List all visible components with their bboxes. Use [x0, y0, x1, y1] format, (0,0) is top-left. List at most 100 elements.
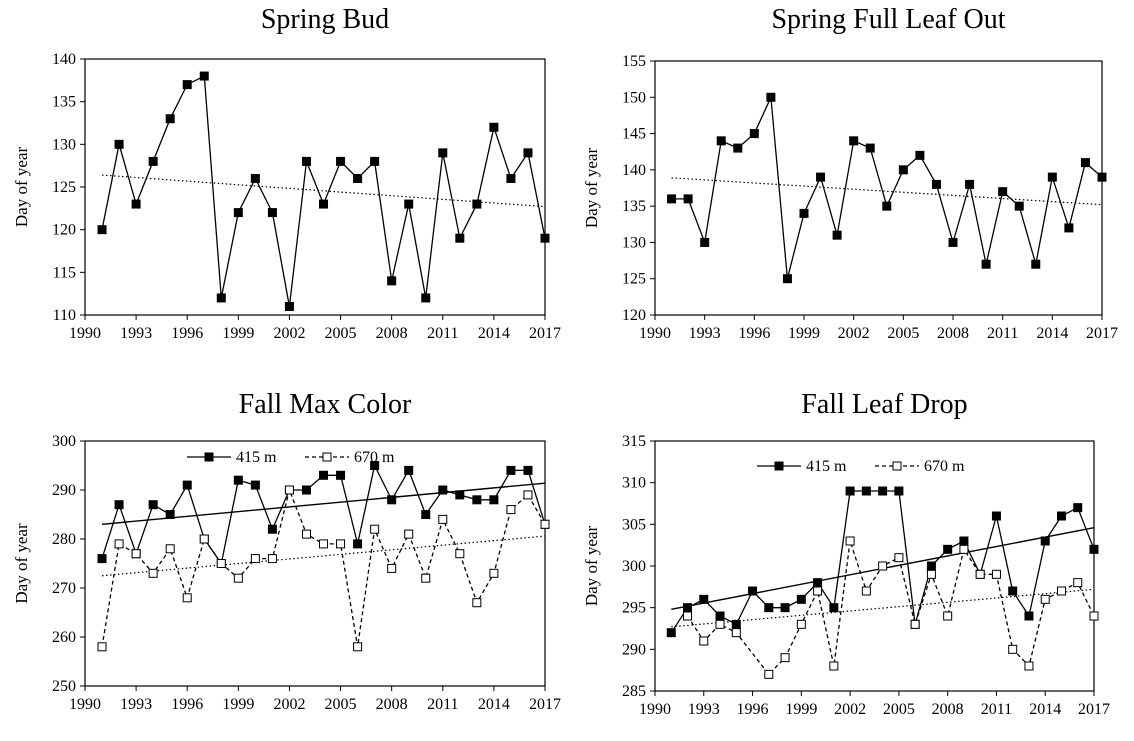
legend-marker-415-m [774, 461, 784, 471]
data-point-415-m-2014 [1040, 536, 1050, 546]
x-tick-label: 1990 [69, 325, 101, 342]
x-tick-label: 2011 [987, 325, 1018, 342]
data-point-670-m-2009 [404, 529, 414, 539]
data-point-series-1-2016 [1080, 158, 1090, 168]
plot-area-frame [84, 440, 546, 687]
data-point-670-m-2004 [319, 539, 329, 549]
data-point-670-m-2006 [353, 642, 363, 652]
data-point-415-m-1996 [182, 480, 192, 490]
x-tick-label: 2014 [1029, 701, 1061, 718]
data-point-670-m-1998 [780, 653, 790, 663]
data-point-series-1-2009 [404, 199, 414, 209]
data-point-415-m-2011 [438, 485, 448, 495]
data-point-670-m-2016 [1073, 578, 1083, 588]
data-point-415-m-2001 [267, 524, 277, 534]
chart-panel-spring-full-leaf-out: Spring Full Leaf Out 120 125 130 135 140 145 15… [567, 0, 1134, 360]
chart-svg-spring-bud: Spring Bud 110 115 120 125 130 135 140 1990 1993 1… [12, 4, 561, 342]
data-point-670-m-2010 [975, 569, 985, 579]
y-tick-label: 285 [622, 683, 646, 700]
x-tick-label: 1993 [689, 325, 721, 342]
x-tick-label: 2005 [325, 696, 357, 713]
data-point-series-1-2003 [865, 143, 875, 153]
data-point-series-1-2014 [489, 122, 499, 132]
data-point-670-m-1994 [715, 619, 725, 629]
data-point-series-1-1996 [182, 80, 192, 90]
data-point-415-m-1999 [233, 475, 243, 485]
y-axis-label: Day of year [12, 523, 31, 604]
data-point-415-m-2012 [455, 490, 465, 500]
y-tick-label: 300 [622, 558, 646, 575]
data-point-670-m-1992 [683, 611, 693, 621]
data-point-670-m-2011 [438, 514, 448, 524]
plot-area-frame [84, 58, 546, 316]
data-point-series-1-2016 [523, 148, 533, 158]
data-point-series-1-2005 [336, 156, 346, 166]
chart-svg-fall-max-color: Fall Max Color 250 260 270 280 290 300 1990 1993… [12, 389, 561, 713]
chart-title: Fall Max Color [239, 389, 412, 420]
data-point-series-1-2006 [915, 150, 925, 160]
data-point-670-m-1995 [731, 628, 741, 638]
y-tick-label: 135 [622, 198, 646, 215]
data-point-series-1-2009 [965, 179, 975, 189]
x-tick-label: 2005 [883, 701, 915, 718]
data-point-series-1-1998 [216, 293, 226, 303]
trendline-dotted-1 [671, 177, 1103, 206]
data-point-415-m-1995 [165, 510, 175, 519]
data-point-670-m-2008 [943, 611, 953, 621]
y-axis-label: Day of year [582, 148, 601, 229]
y-tick-label: 280 [52, 531, 76, 548]
y-tick-label: 310 [622, 475, 646, 492]
data-point-415-m-2015 [1056, 511, 1066, 521]
y-tick-label: 155 [622, 53, 646, 70]
chart-panel-fall-max-color: Fall Max Color 250 260 270 280 290 300 1990 1993… [0, 381, 567, 741]
y-tick-label: 270 [52, 580, 76, 597]
x-tick-label: 2017 [529, 696, 561, 713]
chart-title: Spring Bud [261, 4, 389, 35]
x-tick-label: 2002 [273, 325, 305, 342]
data-point-670-m-2007 [926, 569, 936, 579]
data-point-series-1-2012 [455, 233, 465, 243]
chart-title: Spring Full Leaf Out [771, 4, 1005, 35]
data-point-670-m-2006 [910, 619, 920, 629]
data-point-670-m-1999 [233, 573, 243, 583]
data-point-670-m-1995 [165, 544, 175, 554]
legend-label-670-m: 670 m [354, 449, 395, 466]
data-point-series-1-2010 [981, 259, 991, 269]
y-tick-label: 290 [52, 482, 76, 499]
y-tick-label: 140 [622, 162, 646, 179]
data-point-series-1-1994 [716, 136, 726, 146]
data-point-670-m-2014 [1040, 594, 1050, 604]
x-tick-label: 2014 [1036, 325, 1068, 342]
data-point-415-m-2006 [353, 539, 363, 549]
chart-title: Fall Leaf Drop [801, 389, 967, 420]
data-point-series-1-1995 [733, 143, 743, 153]
y-tick-label: 145 [622, 126, 646, 143]
data-point-670-m-2005 [336, 539, 346, 549]
legend-marker-415-m [204, 452, 214, 462]
legend-marker-670-m [892, 461, 902, 471]
data-point-415-m-2002 [845, 486, 855, 496]
data-point-670-m-2015 [1056, 586, 1066, 596]
data-point-415-m-1996 [748, 586, 758, 596]
data-point-670-m-2009 [959, 544, 969, 554]
y-tick-label: 315 [622, 433, 646, 450]
chart-panel-spring-bud: Spring Bud 110 115 120 125 130 135 140 1990 1993 1… [0, 0, 567, 360]
x-tick-label: 2008 [376, 696, 408, 713]
data-point-series-1-1993 [700, 237, 710, 247]
data-point-415-m-2005 [894, 486, 904, 496]
data-point-670-m-1997 [199, 534, 209, 544]
x-tick-label: 1999 [222, 325, 254, 342]
x-tick-label: 1996 [171, 325, 203, 342]
data-point-670-m-2000 [250, 554, 260, 564]
y-tick-label: 120 [622, 307, 646, 324]
x-tick-label: 1999 [222, 696, 254, 713]
data-point-670-m-2012 [455, 549, 465, 559]
chart-svg-spring-full-leaf-out: Spring Full Leaf Out 120 125 130 135 140 145 15… [582, 4, 1118, 342]
y-tick-label: 130 [52, 136, 76, 153]
y-tick-label: 130 [622, 234, 646, 251]
data-point-670-m-2010 [421, 573, 431, 583]
data-point-670-m-2002 [845, 536, 855, 546]
trendline-solid-1 [101, 482, 546, 525]
data-point-series-1-2013 [1031, 259, 1041, 269]
data-point-670-m-2002 [284, 485, 294, 495]
